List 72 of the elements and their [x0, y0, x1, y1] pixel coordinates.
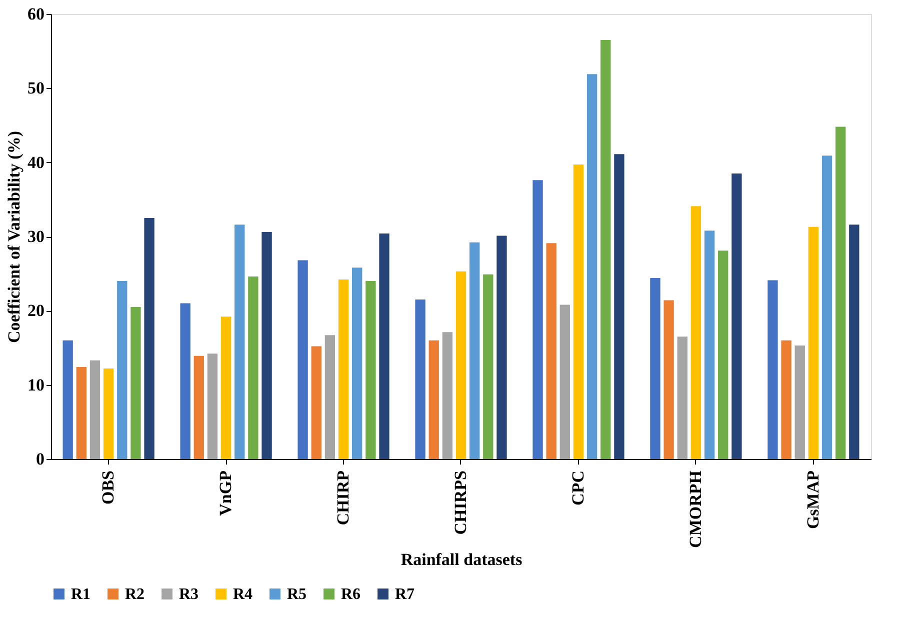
bar [62, 340, 73, 459]
legend-label: R4 [233, 586, 253, 603]
bar [262, 232, 272, 459]
x-tick-label: GsMAP [803, 470, 822, 530]
bar [428, 340, 439, 459]
bar [546, 243, 556, 459]
bar [234, 224, 245, 459]
y-tick-label: 40 [28, 152, 44, 172]
y-tick-label: 10 [28, 375, 44, 394]
bar [768, 280, 778, 459]
legend-label: R1 [71, 586, 91, 603]
legend-label: R5 [287, 586, 307, 603]
x-tick-label: CHIRPS [451, 470, 470, 535]
bar [600, 40, 611, 459]
bar [718, 250, 728, 459]
bar [690, 206, 702, 459]
bar [732, 173, 742, 459]
bar [586, 74, 598, 459]
x-tick-label: OBS [98, 470, 118, 505]
bar [311, 346, 322, 459]
bar [532, 180, 543, 459]
y-tick-label: 20 [28, 301, 44, 320]
y-tick-label: 30 [28, 227, 44, 246]
bar [573, 164, 584, 459]
bar [130, 306, 141, 459]
bar [614, 154, 624, 459]
bar [781, 340, 792, 459]
y-axis-title: Coefficient of Variability (%) [4, 131, 24, 343]
bar [442, 332, 453, 459]
x-tick-label: CMORPH [686, 470, 705, 548]
bar [180, 303, 190, 459]
y-tick-label: 0 [36, 450, 44, 468]
bar [324, 335, 336, 459]
x-tick-label: CPC [568, 470, 588, 506]
bar [469, 242, 480, 459]
bar [560, 304, 570, 459]
bar [366, 281, 376, 459]
bar [456, 271, 466, 459]
x-tick-label: CHIRP [334, 470, 353, 526]
bar [483, 274, 494, 459]
legend-label: R7 [395, 586, 415, 603]
bar [496, 236, 507, 459]
bar [248, 276, 258, 459]
bar [352, 268, 362, 459]
legend-label: R3 [179, 586, 199, 603]
bar [103, 368, 114, 459]
y-tick-label: 60 [28, 4, 44, 24]
bar [194, 356, 204, 459]
bar [220, 316, 232, 459]
legend-label: R2 [125, 586, 145, 603]
bar [415, 300, 426, 459]
bar [76, 367, 87, 459]
x-tick-label: VnGP [216, 470, 236, 516]
y-tick-label: 50 [28, 78, 44, 98]
bar [379, 234, 390, 459]
bar [90, 360, 100, 459]
bar [207, 354, 218, 459]
x-axis-title: Rainfall datasets [400, 550, 523, 569]
bar [849, 224, 860, 459]
bar [677, 336, 688, 459]
bar [808, 226, 819, 459]
legend-label: R6 [341, 586, 361, 603]
bar [794, 346, 805, 459]
bar [835, 126, 846, 459]
bar [664, 300, 674, 459]
bar [144, 218, 154, 459]
bar [650, 278, 660, 459]
bar [822, 156, 832, 459]
bar [117, 281, 128, 459]
bar [338, 280, 349, 459]
bar [298, 260, 308, 459]
bar [704, 230, 715, 459]
